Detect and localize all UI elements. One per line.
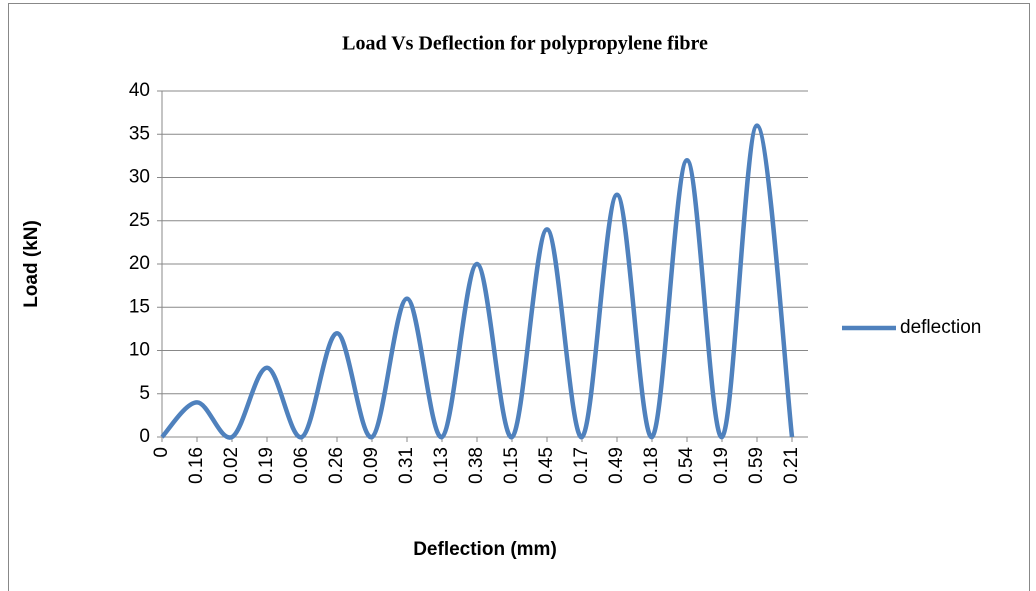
y-tick-label: 30 — [129, 167, 150, 188]
y-tick-label: 25 — [129, 210, 150, 231]
x-tick-label: 0.45 — [536, 447, 557, 484]
x-tick-label: 0 — [151, 447, 172, 458]
x-tick-label: 0.21 — [781, 447, 802, 484]
y-tick-label: 10 — [129, 340, 150, 361]
x-tick-label: 0.54 — [676, 447, 697, 484]
x-tick-label: 0.19 — [256, 447, 277, 484]
y-tick-label: 35 — [129, 123, 150, 144]
x-tick-label: 0.49 — [606, 447, 627, 484]
x-tick-label: 0.17 — [571, 447, 592, 484]
chart-frame — [8, 3, 1030, 591]
chart-title: Load Vs Deflection for polypropylene fib… — [342, 33, 708, 55]
y-tick-label: 20 — [129, 253, 150, 274]
y-axis-title: Load (kN) — [21, 220, 42, 308]
x-tick-label: 0.02 — [221, 447, 242, 484]
x-tick-label: 0.26 — [326, 447, 347, 484]
x-tick-label: 0.18 — [641, 447, 662, 484]
x-tick-label: 0.15 — [501, 447, 522, 484]
series-line — [160, 123, 795, 440]
x-tick-label: 0.19 — [711, 447, 732, 484]
y-tick-label: 15 — [129, 296, 150, 317]
y-tick-label: 0 — [139, 426, 150, 447]
x-tick-label: 0.13 — [431, 447, 452, 484]
legend-label: deflection — [900, 317, 981, 338]
x-axis-title: Deflection (mm) — [413, 539, 557, 560]
y-tick-label: 5 — [139, 383, 150, 404]
x-tick-label: 0.38 — [466, 447, 487, 484]
x-tick-label: 0.09 — [361, 447, 382, 484]
x-tick-label: 0.31 — [396, 447, 417, 484]
x-tick-label: 0.06 — [291, 447, 312, 484]
x-tick-label: 0.16 — [186, 447, 207, 484]
x-tick-label: 0.59 — [746, 447, 767, 484]
y-tick-label: 40 — [129, 80, 150, 101]
